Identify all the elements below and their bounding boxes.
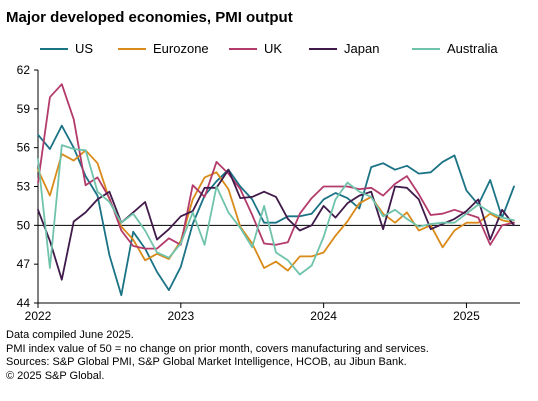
series-line-uk [37,83,515,250]
legend-swatch [412,47,440,50]
x-tick-label: 2022 [25,309,52,323]
y-tick-label: 50 [17,218,31,232]
note-sources: Sources: S&P Global PMI, S&P Global Mark… [6,356,407,368]
legend-label: Australia [447,41,498,56]
x-tick-label: 2023 [167,309,194,323]
chart-title: Major developed economies, PMI output [6,9,293,26]
series-line-australia [37,144,515,276]
legend-label: UK [264,41,283,56]
x-tick-label: 2024 [310,309,337,323]
note-copyright: © 2025 S&P Global. [6,369,105,382]
series-line-japan [37,168,515,281]
legend-item-eurozone: Eurozone [118,41,209,56]
legend-swatch [40,47,68,50]
x-tick-label: 2025 [453,309,480,323]
chart-legend: US Eurozone UK Japan Australia [40,41,510,57]
y-tick-label: 59 [17,102,31,116]
note-data-compiled: Data compiled June 2025. [6,329,134,341]
chart-notes: Data compiled June 2025. PMI index value… [6,329,429,383]
y-tick-label: 53 [17,180,31,194]
legend-label: US [75,41,94,56]
y-tick-label: 56 [17,141,31,155]
legend-swatch [118,47,146,50]
note-pmi-definition: PMI index value of 50 = no change on pri… [6,342,429,355]
legend-item-australia: Australia [412,41,498,56]
legend-item-uk: UK [229,41,282,56]
legend-label: Japan [344,41,380,56]
legend-swatch [309,47,337,50]
legend-item-japan: Japan [309,41,379,56]
series-line-us [37,124,515,297]
legend-swatch [229,47,257,50]
legend-label: Eurozone [153,41,209,56]
legend-item-us: US [40,41,93,56]
y-tick-label: 62 [17,63,31,77]
y-tick-label: 44 [17,296,31,310]
y-tick-label: 47 [17,257,31,271]
